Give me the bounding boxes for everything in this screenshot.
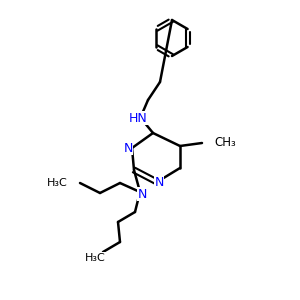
Text: HN: HN [129,112,147,124]
Text: CH₃: CH₃ [214,136,236,149]
Text: N: N [123,142,133,154]
Text: H₃C: H₃C [85,253,105,263]
Text: N: N [137,188,147,200]
Text: N: N [154,176,164,190]
Text: H₃C: H₃C [47,178,68,188]
